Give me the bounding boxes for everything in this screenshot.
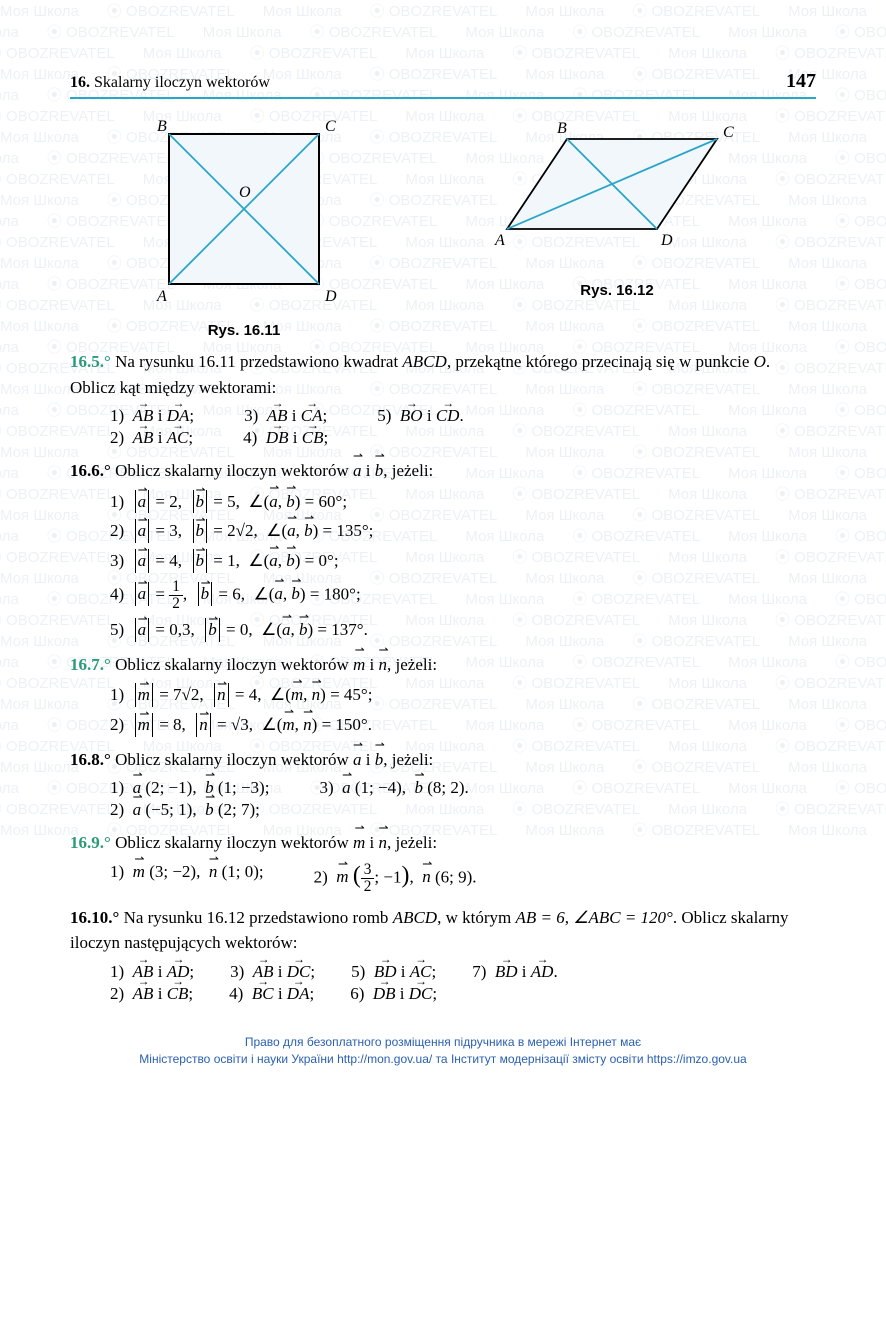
figure-16-12: A B C D Rys. 16.12: [487, 119, 747, 339]
svg-text:D: D: [324, 288, 337, 305]
svg-text:C: C: [723, 124, 734, 141]
problem-16-6: 16.6.° Oblicz skalarny iloczyn wektorów …: [70, 458, 816, 484]
problem-number: 16.7.°: [70, 655, 111, 674]
problem-number: 16.5.°: [70, 352, 111, 371]
page: 16. Skalarny iloczyn wektorów 147 B C A …: [0, 0, 886, 1108]
square-diagram: B C A D O: [139, 119, 349, 309]
footer: Право для безоплатного розміщення підруч…: [70, 1034, 816, 1068]
problem-16-9: 16.9.° Oblicz skalarny iloczyn wektorów …: [70, 830, 816, 856]
problem-16-8: 16.8.° Oblicz skalarny iloczyn wektorów …: [70, 747, 816, 773]
svg-text:A: A: [494, 232, 505, 249]
page-number: 147: [786, 70, 816, 93]
footer-line-1: Право для безоплатного розміщення підруч…: [70, 1034, 816, 1051]
problem-number: 16.6.°: [70, 461, 111, 480]
problem-number: 16.10.°: [70, 908, 119, 927]
figure-caption: Rys. 16.12: [487, 282, 747, 299]
problem-16-5: 16.5.° Na rysunku 16.11 przedstawiono kw…: [70, 349, 816, 400]
problem-16-7-items: 1) m = 7√2, n = 4, ∠(m, n) = 45°; 2) m =…: [110, 683, 816, 737]
footer-line-2: Міністерство освіти і науки України http…: [70, 1051, 816, 1068]
problem-16-9-items: 1) m (3; −2), n (1; 0); 2) m (32; −1), n…: [110, 862, 816, 895]
figure-caption: Rys. 16.11: [139, 322, 349, 339]
section-number: 16.: [70, 74, 90, 91]
problem-16-10-items: 1) AB i AD; 3) AB i DC; 5) BD i AC; 7) B…: [110, 962, 816, 1004]
svg-text:A: A: [156, 288, 167, 305]
problem-number: 16.9.°: [70, 833, 111, 852]
svg-text:B: B: [157, 119, 167, 135]
svg-text:B: B: [557, 120, 567, 137]
rhombus-diagram: A B C D: [487, 119, 747, 269]
section-title: 16. Skalarny iloczyn wektorów: [70, 74, 270, 92]
problem-16-10: 16.10.° Na rysunku 16.12 przedstawiono r…: [70, 905, 816, 956]
problem-16-6-items: 1) a = 2, b = 5, ∠(a, b) = 60°; 2) a = 3…: [110, 490, 816, 642]
svg-text:D: D: [660, 232, 673, 249]
svg-text:O: O: [239, 184, 251, 201]
figure-16-11: B C A D O Rys. 16.11: [139, 119, 349, 339]
problem-16-8-items: 1) a (2; −1), b (1; −3); 3) a (1; −4), b…: [110, 778, 816, 820]
problem-16-7: 16.7.° Oblicz skalarny iloczyn wektorów …: [70, 652, 816, 678]
figures-row: B C A D O Rys. 16.11 A B C D Rys. 16.12: [70, 119, 816, 339]
page-header: 16. Skalarny iloczyn wektorów 147: [70, 70, 816, 99]
svg-text:C: C: [325, 119, 336, 135]
problem-16-5-items: 1) AB i DA; 3) AB i CA; 5) BO i CD. 2) A…: [110, 406, 816, 448]
problem-number: 16.8.°: [70, 750, 111, 769]
